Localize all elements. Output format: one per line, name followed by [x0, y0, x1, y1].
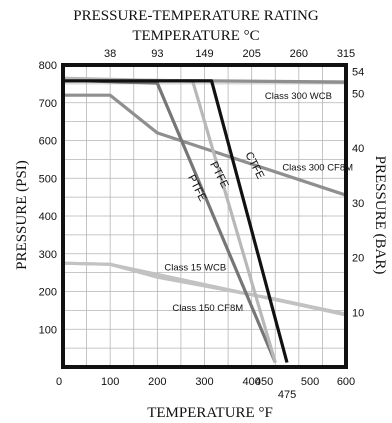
series-label: Class 300 WCB [265, 91, 332, 102]
series-layer [62, 76, 347, 364]
x-axis-title: TEMPERATURE °F [147, 405, 273, 421]
series-line-class-300-cf8m [63, 93, 347, 197]
right-tick-label: 50 [352, 88, 364, 100]
y-tick-label: 100 [39, 324, 57, 336]
top-tick-label: 149 [195, 48, 213, 60]
top-axis-title: TEMPERATURE °C [132, 28, 259, 44]
top-tick-label: 38 [104, 48, 116, 60]
top-tick-label: 315 [337, 48, 355, 60]
right-tick-label: 20 [352, 253, 364, 265]
y-tick-label: 700 [39, 98, 57, 110]
right-tick-label: 54 [352, 66, 364, 78]
y-tick-label: 300 [39, 249, 57, 261]
y-axis-title: PRESSURE (PSI) [14, 160, 30, 270]
x-tick-label: 400 [242, 376, 260, 388]
x-axis-title-text: TEMPERATURE [147, 405, 255, 421]
x-tick-label: 100 [101, 376, 119, 388]
top-tick-label: 93 [151, 48, 163, 60]
y-tick-label: 600 [39, 136, 57, 148]
x-tick-label: 200 [148, 376, 166, 388]
y-tick-label: 500 [39, 173, 57, 185]
x-tick-label: 500 [301, 376, 319, 388]
series-line-class-150-cf8m [62, 261, 347, 316]
grid-layer [62, 64, 347, 368]
y-tick-label: 200 [39, 287, 57, 299]
top-axis-unit: °C [244, 28, 260, 44]
plot-frame [61, 63, 348, 369]
series-label: PTFE [207, 160, 230, 191]
x-tick-label: 300 [195, 376, 213, 388]
top-tick-label: 260 [290, 48, 308, 60]
series-line-ptfe [62, 76, 277, 363]
x-tick-label: 600 [337, 376, 355, 388]
y2-axis-title: PRESSURE (BAR) [372, 156, 388, 275]
x-axis-unit: °F [258, 405, 272, 421]
chart-title: PRESSURE-TEMPERATURE RATING [73, 8, 319, 24]
series-label: Class 150 CF8M [172, 303, 243, 314]
series-label: PTFE [185, 173, 208, 204]
series-line-ptfe [62, 78, 277, 364]
y-tick-label: 800 [39, 60, 57, 72]
right-tick-label: 30 [352, 198, 364, 210]
series-label: CTFE [242, 150, 266, 181]
y-tick-label: 400 [39, 211, 57, 223]
series-line-ctfe [63, 79, 289, 363]
series-label: Class 300 CF8M [282, 163, 353, 174]
right-tick-label: 10 [352, 307, 364, 319]
right-tick-label: 40 [352, 143, 364, 155]
top-tick-label: 205 [242, 48, 260, 60]
x-tick-label: 450 [255, 376, 273, 388]
x-tick-label: 0 [56, 376, 62, 388]
x-tick-label: 475 [278, 389, 296, 401]
top-axis-title-text: TEMPERATURE [132, 28, 240, 44]
series-label: Class 15 WCB [164, 263, 226, 274]
